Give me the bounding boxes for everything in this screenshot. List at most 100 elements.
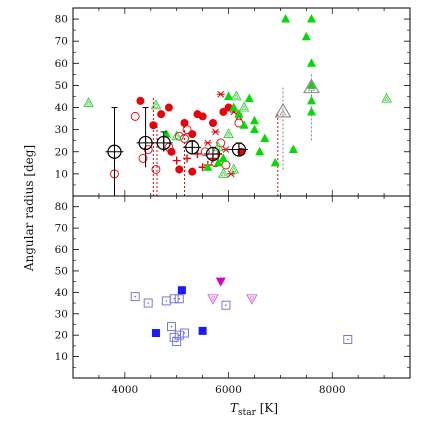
point-dot [147, 302, 149, 304]
point [174, 131, 184, 141]
point [343, 335, 353, 344]
point [198, 326, 207, 335]
series-open-square-light_blue [130, 292, 353, 347]
point-inner [220, 171, 226, 177]
y-tick-label: 40 [55, 102, 68, 114]
point [130, 292, 140, 302]
plot-frame [72, 195, 411, 379]
point [303, 78, 320, 94]
series-filled-square-blue [151, 286, 207, 338]
point [164, 103, 173, 112]
point [228, 163, 239, 174]
point [203, 139, 212, 147]
point [149, 121, 158, 130]
y-tick-label: 20 [55, 330, 68, 342]
point [255, 146, 265, 156]
x-axis-title-subscript: star [238, 408, 257, 418]
point-inner [279, 109, 287, 116]
point [223, 128, 234, 139]
plots-layer: 10 20 30 40 50 60 70 80 10 20 30 40 50 60 70 80 4000 6000… [55, 7, 411, 396]
y-tick-label: 60 [55, 244, 68, 256]
point [218, 153, 228, 162]
point [301, 31, 311, 41]
point-dot [178, 334, 181, 336]
y-tick-label: 10 [55, 168, 68, 180]
point-inner [210, 296, 216, 302]
point [218, 167, 229, 178]
point [208, 119, 217, 128]
point-cross [154, 136, 173, 150]
point [188, 130, 197, 139]
point [150, 99, 162, 110]
point [221, 300, 231, 310]
point-dot [178, 297, 181, 300]
point [200, 147, 210, 157]
y-tick-label: 20 [55, 146, 68, 158]
x-tick-label: 8000 [319, 384, 346, 396]
y-tick-label: 80 [55, 14, 68, 26]
y-tick-label: 30 [55, 308, 68, 320]
point [175, 165, 184, 174]
y-tick-label: 10 [55, 351, 68, 363]
point [138, 153, 148, 163]
point [221, 160, 231, 170]
point [174, 330, 184, 340]
series-big-open-circle-cross-black [105, 107, 248, 196]
plot-frame [72, 7, 411, 197]
point-cross [105, 145, 124, 159]
point [249, 115, 259, 125]
point [306, 58, 316, 67]
x-tick-label: 6000 [215, 384, 242, 396]
point [246, 294, 258, 305]
point-inner [226, 131, 232, 137]
point [238, 101, 250, 112]
point [249, 124, 259, 134]
point [274, 102, 292, 118]
series-open-inverted-triangle-light_magenta [207, 294, 258, 305]
point-inner [384, 96, 390, 101]
series-filled-inverted-triangle-magenta [215, 277, 226, 287]
y-tick-label: 50 [55, 265, 68, 277]
x-axis-title-unit: [K] [256, 401, 278, 415]
point-inner [249, 296, 255, 302]
y-tick-label: 70 [55, 36, 68, 48]
point [130, 111, 140, 121]
point [83, 97, 94, 108]
point [172, 337, 182, 347]
point [188, 167, 197, 176]
point-dot [173, 297, 175, 300]
point-inner [241, 104, 247, 110]
point [198, 112, 207, 121]
point [136, 96, 145, 105]
point [177, 286, 186, 295]
series-open-triangle-light_green [83, 90, 392, 178]
panel-bottom: 10 20 30 40 50 60 70 80 4000 6000 8000 [55, 195, 411, 396]
point [213, 157, 223, 167]
point-dot [134, 295, 137, 298]
point-inner [307, 85, 316, 91]
point [231, 90, 242, 101]
series-filled-triangle-green [161, 14, 316, 171]
x-axis-title-symbol: T [230, 401, 239, 415]
point [183, 154, 192, 163]
point [244, 93, 254, 103]
point [216, 90, 225, 98]
point [234, 109, 244, 118]
point [151, 165, 161, 174]
point [167, 147, 176, 156]
point [211, 128, 220, 136]
point [381, 92, 392, 103]
point-inner [153, 102, 159, 108]
point-inner [86, 100, 92, 106]
point-dot [165, 300, 168, 302]
series-asterisk-red [203, 90, 243, 178]
y-tick-label: 60 [55, 58, 68, 70]
y-axis-title: Angular radius [deg] [22, 145, 36, 272]
y-tick-label: 80 [55, 201, 68, 213]
point [229, 102, 239, 112]
point [306, 80, 316, 89]
point-inner [174, 133, 180, 139]
point-inner [233, 93, 239, 99]
point [143, 298, 153, 308]
